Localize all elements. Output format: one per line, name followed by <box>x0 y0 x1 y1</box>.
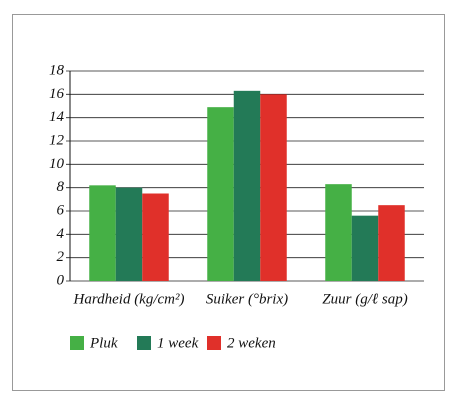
legend-label: 1 week <box>157 335 199 351</box>
legend-label: Pluk <box>89 335 118 351</box>
frame <box>12 14 445 391</box>
y-tick-label: 2 <box>57 249 65 265</box>
y-tick-label: 16 <box>49 86 65 102</box>
x-tick-label: Zuur (g/ℓ sap) <box>322 291 407 307</box>
y-tick-label: 0 <box>57 272 65 288</box>
x-tick-label: Hardheid (kg/cm²) <box>73 291 185 307</box>
bar <box>115 187 143 281</box>
legend-swatch <box>207 336 221 350</box>
y-tick-label: 8 <box>57 179 65 195</box>
legend-label: 2 weken <box>227 335 276 351</box>
bar <box>378 205 405 281</box>
y-tick-label: 4 <box>57 226 65 242</box>
bar <box>325 184 352 281</box>
y-tick-label: 12 <box>49 132 65 148</box>
x-tick-label: Suiker (°brix) <box>206 291 288 307</box>
bar <box>89 185 116 281</box>
bar <box>142 193 169 281</box>
bar <box>351 215 379 281</box>
bar <box>207 107 234 282</box>
y-tick-label: 14 <box>49 109 65 125</box>
legend-swatch <box>137 336 151 350</box>
bar <box>260 94 287 281</box>
y-tick-label: 18 <box>49 62 65 78</box>
y-tick-label: 10 <box>49 156 65 172</box>
bar <box>233 90 261 281</box>
y-tick-label: 6 <box>57 202 65 218</box>
legend-swatch <box>70 336 84 350</box>
